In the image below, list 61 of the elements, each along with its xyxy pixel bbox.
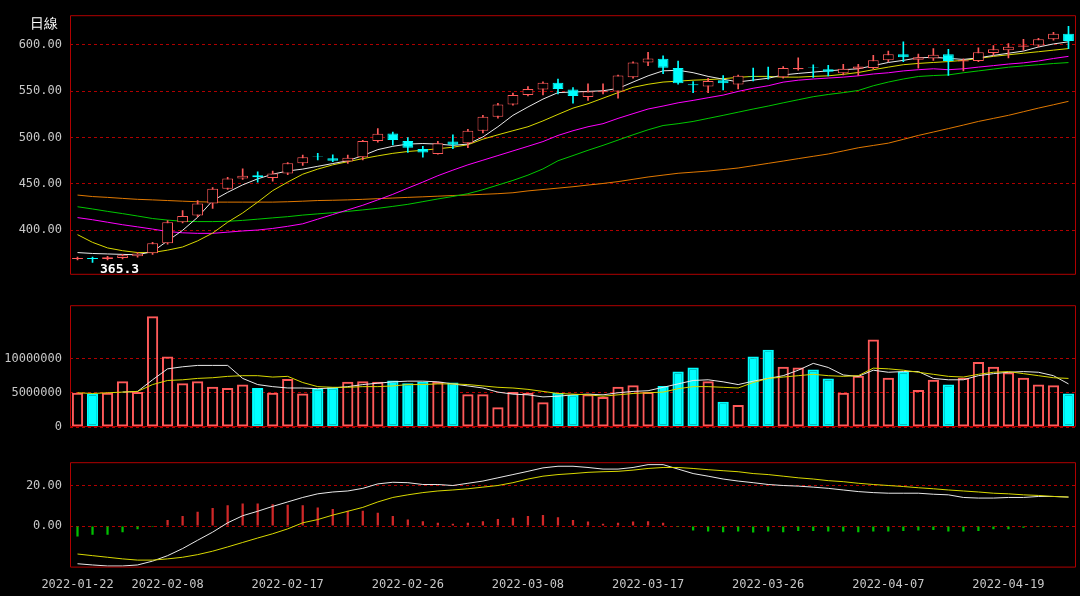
bar bbox=[391, 516, 394, 526]
x-tick-label: 2022-03-08 bbox=[491, 576, 565, 591]
bar bbox=[962, 526, 965, 532]
bar bbox=[76, 526, 79, 537]
bar bbox=[1007, 526, 1010, 530]
x-tick-label: 2022-01-22 bbox=[41, 576, 114, 591]
bar bbox=[707, 526, 710, 532]
candlestick bbox=[897, 41, 909, 62]
bar bbox=[827, 526, 830, 532]
bar bbox=[211, 508, 214, 526]
bar bbox=[406, 519, 409, 526]
y-tick-label: 500.00 bbox=[18, 129, 62, 144]
bar bbox=[496, 518, 500, 526]
bar bbox=[752, 526, 755, 533]
bar bbox=[737, 526, 740, 532]
bar bbox=[872, 526, 875, 532]
x-tick-label: 2022-02-26 bbox=[371, 576, 444, 591]
y-tick-label: 0 bbox=[54, 419, 62, 434]
bar bbox=[661, 522, 665, 526]
bar bbox=[181, 516, 184, 526]
bar bbox=[421, 521, 424, 526]
chart-title: 日線 bbox=[30, 14, 58, 31]
bar bbox=[481, 521, 485, 526]
bar bbox=[106, 526, 109, 535]
y-tick-label: 550.00 bbox=[18, 83, 62, 98]
y-tick-label: 600.00 bbox=[18, 36, 62, 51]
bar bbox=[136, 526, 139, 530]
y-tick-label: 0.00 bbox=[33, 518, 62, 533]
x-tick-label: 2022-02-08 bbox=[131, 576, 204, 591]
bar bbox=[842, 526, 845, 532]
x-tick-label: 2022-03-17 bbox=[611, 576, 685, 591]
bar bbox=[977, 526, 980, 531]
bar bbox=[466, 522, 470, 526]
bar bbox=[436, 522, 439, 526]
y-tick-label: 450.00 bbox=[18, 176, 62, 191]
bar bbox=[91, 526, 94, 535]
bar bbox=[526, 516, 530, 526]
x-tick-label: 2022-02-17 bbox=[251, 576, 324, 591]
bar bbox=[616, 522, 620, 526]
bar bbox=[992, 526, 995, 530]
bar bbox=[947, 526, 950, 532]
y-tick-label: 10000000 bbox=[4, 350, 62, 365]
x-tick-label: 2022-04-07 bbox=[852, 576, 925, 591]
bar bbox=[121, 526, 124, 533]
bar bbox=[556, 517, 560, 526]
x-tick-label: 2022-03-26 bbox=[732, 576, 805, 591]
x-tick-label: 2022-04-19 bbox=[972, 576, 1045, 591]
bar bbox=[166, 519, 169, 526]
bar bbox=[767, 526, 770, 532]
annotation: 365.3 bbox=[100, 261, 140, 277]
bar bbox=[196, 511, 199, 526]
y-tick-label: 5000000 bbox=[11, 384, 62, 399]
bar bbox=[887, 526, 890, 532]
y-tick-label: 400.00 bbox=[18, 222, 62, 237]
candlestick bbox=[447, 134, 459, 150]
bar bbox=[571, 519, 575, 526]
bar bbox=[376, 512, 379, 526]
candlestick bbox=[717, 75, 729, 91]
bar bbox=[541, 515, 545, 526]
bar bbox=[646, 521, 650, 526]
y-tick-label: 20.00 bbox=[25, 477, 62, 492]
